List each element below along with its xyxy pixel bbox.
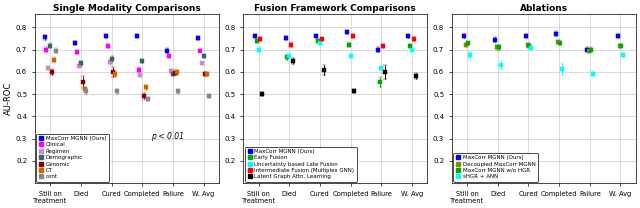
Legend: MaxCorr MGNN (Ours), Early Fusion, Uncertainty based Late Fusion, Intermediate F: MaxCorr MGNN (Ours), Early Fusion, Uncer… bbox=[245, 146, 356, 182]
Legend: MaxCorr MGNN (Ours), Decoupled MaxCorr MGNN, MaxCorr MGNN w/o HGR, sHGR + ANN: MaxCorr MGNN (Ours), Decoupled MaxCorr M… bbox=[454, 153, 538, 182]
Title: Single Modality Comparisons: Single Modality Comparisons bbox=[53, 4, 201, 13]
Title: Ablations: Ablations bbox=[520, 4, 568, 13]
Y-axis label: AU-ROC: AU-ROC bbox=[4, 82, 13, 115]
Title: Fusion Framework Comparisons: Fusion Framework Comparisons bbox=[255, 4, 416, 13]
Legend: MaxCorr MGNN (Ours), Clinical, Regimen, Demographic, Genomic, CT, cont: MaxCorr MGNN (Ours), Clinical, Regimen, … bbox=[36, 134, 109, 182]
Text: p < 0.01: p < 0.01 bbox=[152, 132, 184, 141]
